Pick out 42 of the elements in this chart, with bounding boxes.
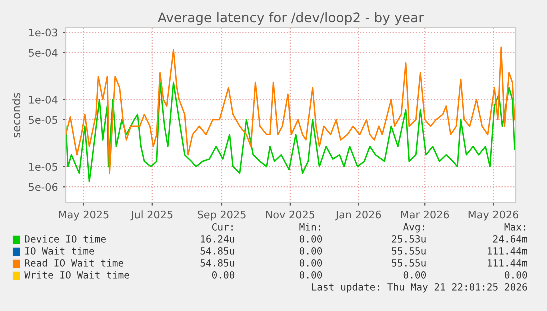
x-tick-label: Sep 2025	[198, 210, 246, 221]
text: 0.00	[300, 247, 322, 255]
x-tick-label: Jul 2025	[130, 210, 173, 221]
text: 54.85u	[200, 259, 234, 267]
text: 0.00	[300, 235, 322, 243]
text: 55.55u	[392, 260, 426, 267]
text: 111.44m	[488, 248, 528, 255]
text: Avg:	[403, 224, 424, 233]
text: 0.00	[212, 271, 235, 279]
y-tick-label: 5e-04	[29, 49, 58, 57]
y-tick-label: 1e-04	[29, 96, 58, 104]
chart-title: Average latency for /dev/loop2 - by year	[158, 12, 424, 26]
text: Cur:	[212, 223, 233, 231]
text: 0.00	[404, 271, 426, 279]
x-tick-label: Jan 2026	[335, 210, 382, 221]
y-tick-label: 5e-06	[29, 183, 58, 192]
x-tick-label: Mar 2026	[401, 210, 450, 219]
text: 24.64m	[493, 235, 528, 243]
text: 54.85u	[200, 247, 234, 255]
text: 0.00	[300, 271, 322, 279]
legend-label: IO Wait time	[26, 247, 94, 255]
text: Min:	[300, 223, 320, 231]
y-tick-label: 5e-05	[29, 116, 58, 124]
text: 16.24u	[201, 235, 234, 243]
y-tick-label: 1e-03	[29, 28, 58, 37]
y-tick-label: 1e-05	[29, 163, 58, 171]
text: 25.53u	[392, 235, 426, 243]
text: 0.00	[300, 259, 322, 267]
line-series	[66, 46, 516, 174]
x-tick-label: Nov 2025	[266, 210, 315, 219]
text: 55.55u	[392, 248, 426, 255]
legend-label: Device IO time	[25, 235, 106, 243]
y-axis-title: seconds	[12, 93, 21, 138]
x-tick-label: May 2025	[59, 210, 109, 221]
text: 111.44m	[488, 260, 528, 267]
text: Max:	[504, 224, 526, 231]
legend-label: Write IO Wait time	[24, 271, 130, 279]
x-tick-label: May 2026	[468, 210, 519, 221]
text: Last update: Thu May 21 22:01:25 2026	[312, 283, 528, 293]
legend-label: Read IO Wait time	[25, 259, 124, 267]
line-series	[66, 82, 516, 182]
text: 0.00	[505, 271, 528, 279]
